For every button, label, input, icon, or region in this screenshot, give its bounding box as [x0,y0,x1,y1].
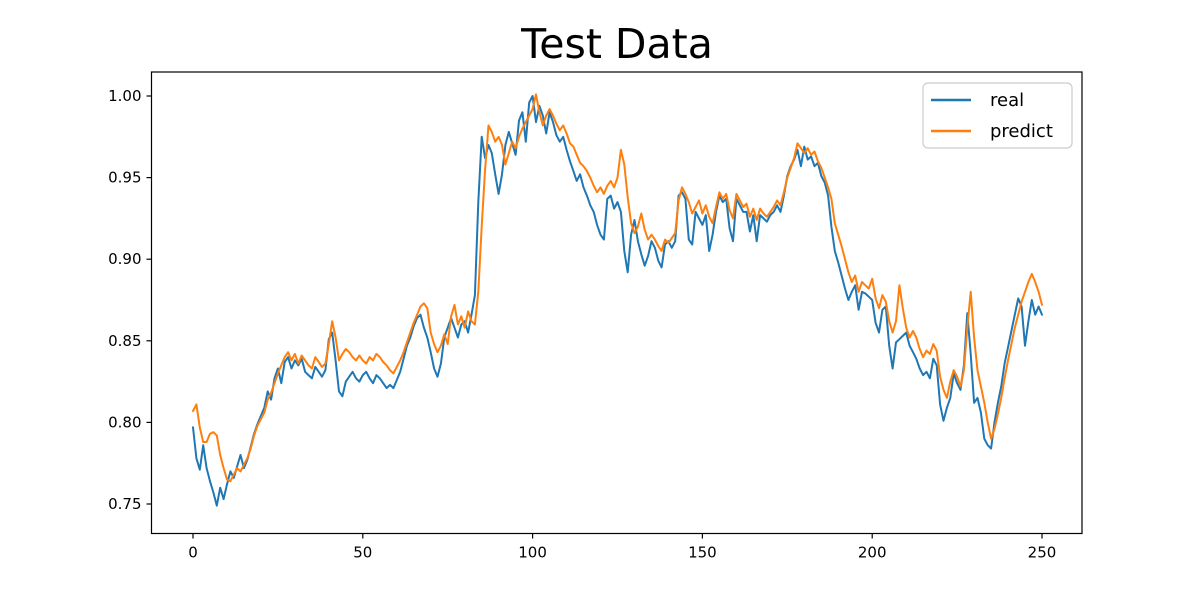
y-tick-label: 0.80 [108,413,141,431]
y-tick-label: 1.00 [108,87,141,105]
real-series-line [192,95,1043,507]
x-tick-label: 50 [353,544,372,562]
x-tick-label: 100 [518,544,547,562]
y-tick-label: 0.85 [108,332,141,350]
chart-title: Test Data [520,20,713,68]
plot-area-border [150,71,1083,535]
y-tick-label: 0.75 [108,495,141,513]
y-tick-label: 0.95 [108,169,141,187]
legend: real predict [922,82,1073,149]
predict-series-line [192,93,1043,483]
y-tick-label: 0.90 [108,250,141,268]
legend-predict-label: predict [990,121,1053,142]
x-tick-label: 150 [688,544,717,562]
y-axis: 0.75 0.80 0.85 0.90 0.95 1.00 [108,87,152,513]
x-tick-label: 250 [1028,544,1057,562]
x-tick-label: 200 [858,544,887,562]
x-axis: 0 50 100 150 200 250 [188,533,1057,562]
x-tick-label: 0 [188,544,198,562]
legend-real-label: real [990,90,1024,111]
